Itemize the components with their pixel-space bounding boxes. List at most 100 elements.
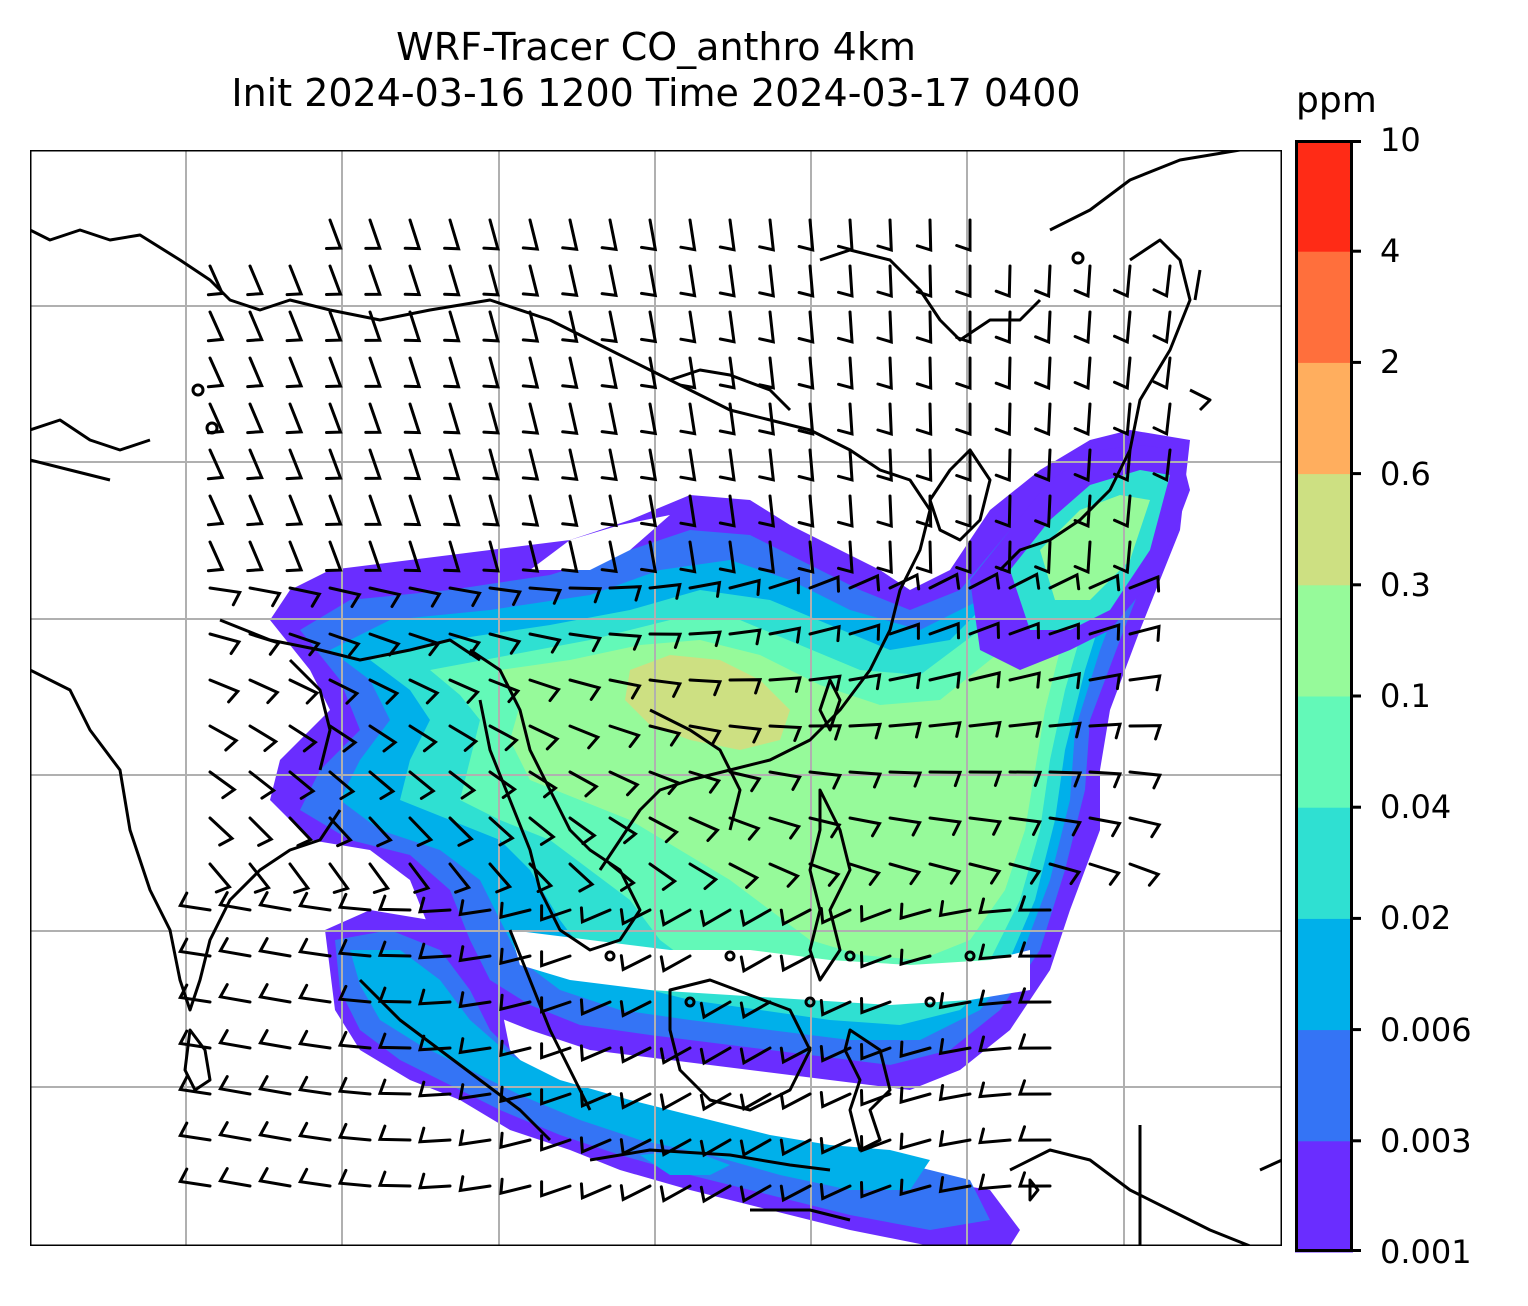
wind-barb	[1073, 448, 1092, 483]
wind-barb	[499, 1177, 532, 1196]
wind-barb	[540, 1180, 572, 1198]
wind-barb	[403, 264, 422, 297]
wind-barb	[246, 310, 264, 343]
wind-barb	[448, 862, 472, 894]
wind-barb	[994, 402, 1012, 437]
wind-barb	[739, 954, 772, 974]
wind-barb	[837, 218, 854, 252]
wind-barb	[758, 494, 776, 528]
colorbar-tick-label: 0.3	[1380, 565, 1431, 604]
wind-barb	[218, 983, 252, 1004]
wind-barb	[718, 310, 736, 344]
wind-barb	[288, 724, 318, 753]
wind-barb	[758, 448, 776, 482]
wind-barb	[797, 356, 815, 390]
wind-barb	[659, 908, 692, 927]
wind-barb	[403, 310, 422, 343]
wind-barb	[1088, 862, 1122, 886]
wind-barb	[1128, 624, 1161, 642]
wind-barb	[488, 678, 521, 704]
wind-barb	[448, 770, 477, 800]
wind-barb	[258, 1121, 292, 1142]
colorbar-band	[1295, 362, 1353, 475]
wind-barb	[206, 402, 225, 435]
wind-barb	[298, 891, 332, 912]
wind-barb	[448, 724, 479, 752]
wind-barb	[1017, 1033, 1052, 1050]
wind-barb	[915, 494, 933, 529]
wind-barb	[600, 264, 618, 298]
wind-barb	[1048, 572, 1081, 591]
field-gap	[510, 930, 1030, 1005]
colorbar-unit: ppm	[1296, 80, 1377, 121]
wind-barb	[600, 218, 618, 252]
wind-barb	[876, 402, 893, 437]
wind-barb	[1017, 987, 1052, 1004]
wind-barb	[779, 1046, 812, 1065]
wind-barb	[1017, 941, 1052, 958]
wind-barb	[246, 264, 264, 297]
wind-barb	[928, 671, 961, 689]
wind-barb	[561, 356, 579, 390]
wind-barb	[808, 862, 841, 887]
wind-barb	[758, 218, 776, 252]
wind-barb	[568, 586, 603, 604]
wind-barb	[1113, 310, 1132, 345]
wind-barb	[1073, 264, 1092, 299]
wind-barb	[1088, 573, 1121, 592]
wind-barb	[458, 1083, 492, 1101]
wind-barb	[325, 356, 343, 388]
wind-barb	[325, 264, 343, 296]
wind-barb	[1048, 816, 1083, 837]
wind-barb	[443, 264, 461, 297]
wind-barb	[298, 983, 332, 1004]
wind-barb	[978, 897, 1012, 915]
wind-barb	[899, 902, 932, 921]
wind-barb	[408, 816, 434, 847]
wind-barb	[768, 862, 801, 888]
wind-barb	[968, 770, 1003, 787]
wind-barb	[482, 448, 500, 481]
wind-barb	[888, 672, 922, 690]
wind-barb	[876, 494, 893, 529]
wind-barb	[779, 1138, 812, 1157]
wind-barb	[521, 356, 540, 389]
wind-barb	[876, 448, 893, 483]
wind-barb	[888, 816, 922, 837]
wind-barb	[600, 310, 618, 344]
wind-barb	[482, 310, 500, 343]
wind-barb	[246, 402, 264, 435]
wind-barb	[443, 356, 461, 389]
wind-barb	[499, 1085, 532, 1104]
wind-barb	[1128, 816, 1162, 839]
wind-barb	[488, 862, 513, 894]
wind-barb	[368, 770, 396, 800]
colorbar-tick-label: 0.1	[1380, 677, 1431, 715]
wind-barb	[968, 671, 1001, 689]
wind-barb	[258, 937, 292, 958]
wind-barb	[540, 1134, 572, 1152]
wind-barb	[177, 891, 212, 912]
wind-barb	[206, 494, 225, 527]
wind-barb	[955, 448, 972, 483]
wind-barb	[218, 937, 252, 958]
wind-barb	[561, 448, 579, 482]
wind-barb	[955, 402, 972, 437]
wind-barb	[819, 1091, 852, 1109]
wind-barb	[208, 586, 242, 607]
wind-barb	[728, 628, 762, 646]
wind-barb	[739, 1092, 772, 1112]
wind-barb	[699, 1184, 732, 1204]
wind-barb	[1088, 623, 1121, 641]
wind-barb	[258, 1167, 292, 1188]
wind-barb	[968, 621, 1000, 639]
wind-barb	[1008, 862, 1042, 885]
wind-barb	[377, 986, 412, 1004]
wind-barb	[561, 540, 579, 574]
wind-barb	[837, 540, 854, 574]
wind-barb	[206, 310, 225, 343]
wind-barb	[364, 356, 382, 388]
wind-barb	[928, 572, 961, 590]
wind-barb	[177, 1029, 212, 1050]
wind-barb	[600, 402, 618, 436]
